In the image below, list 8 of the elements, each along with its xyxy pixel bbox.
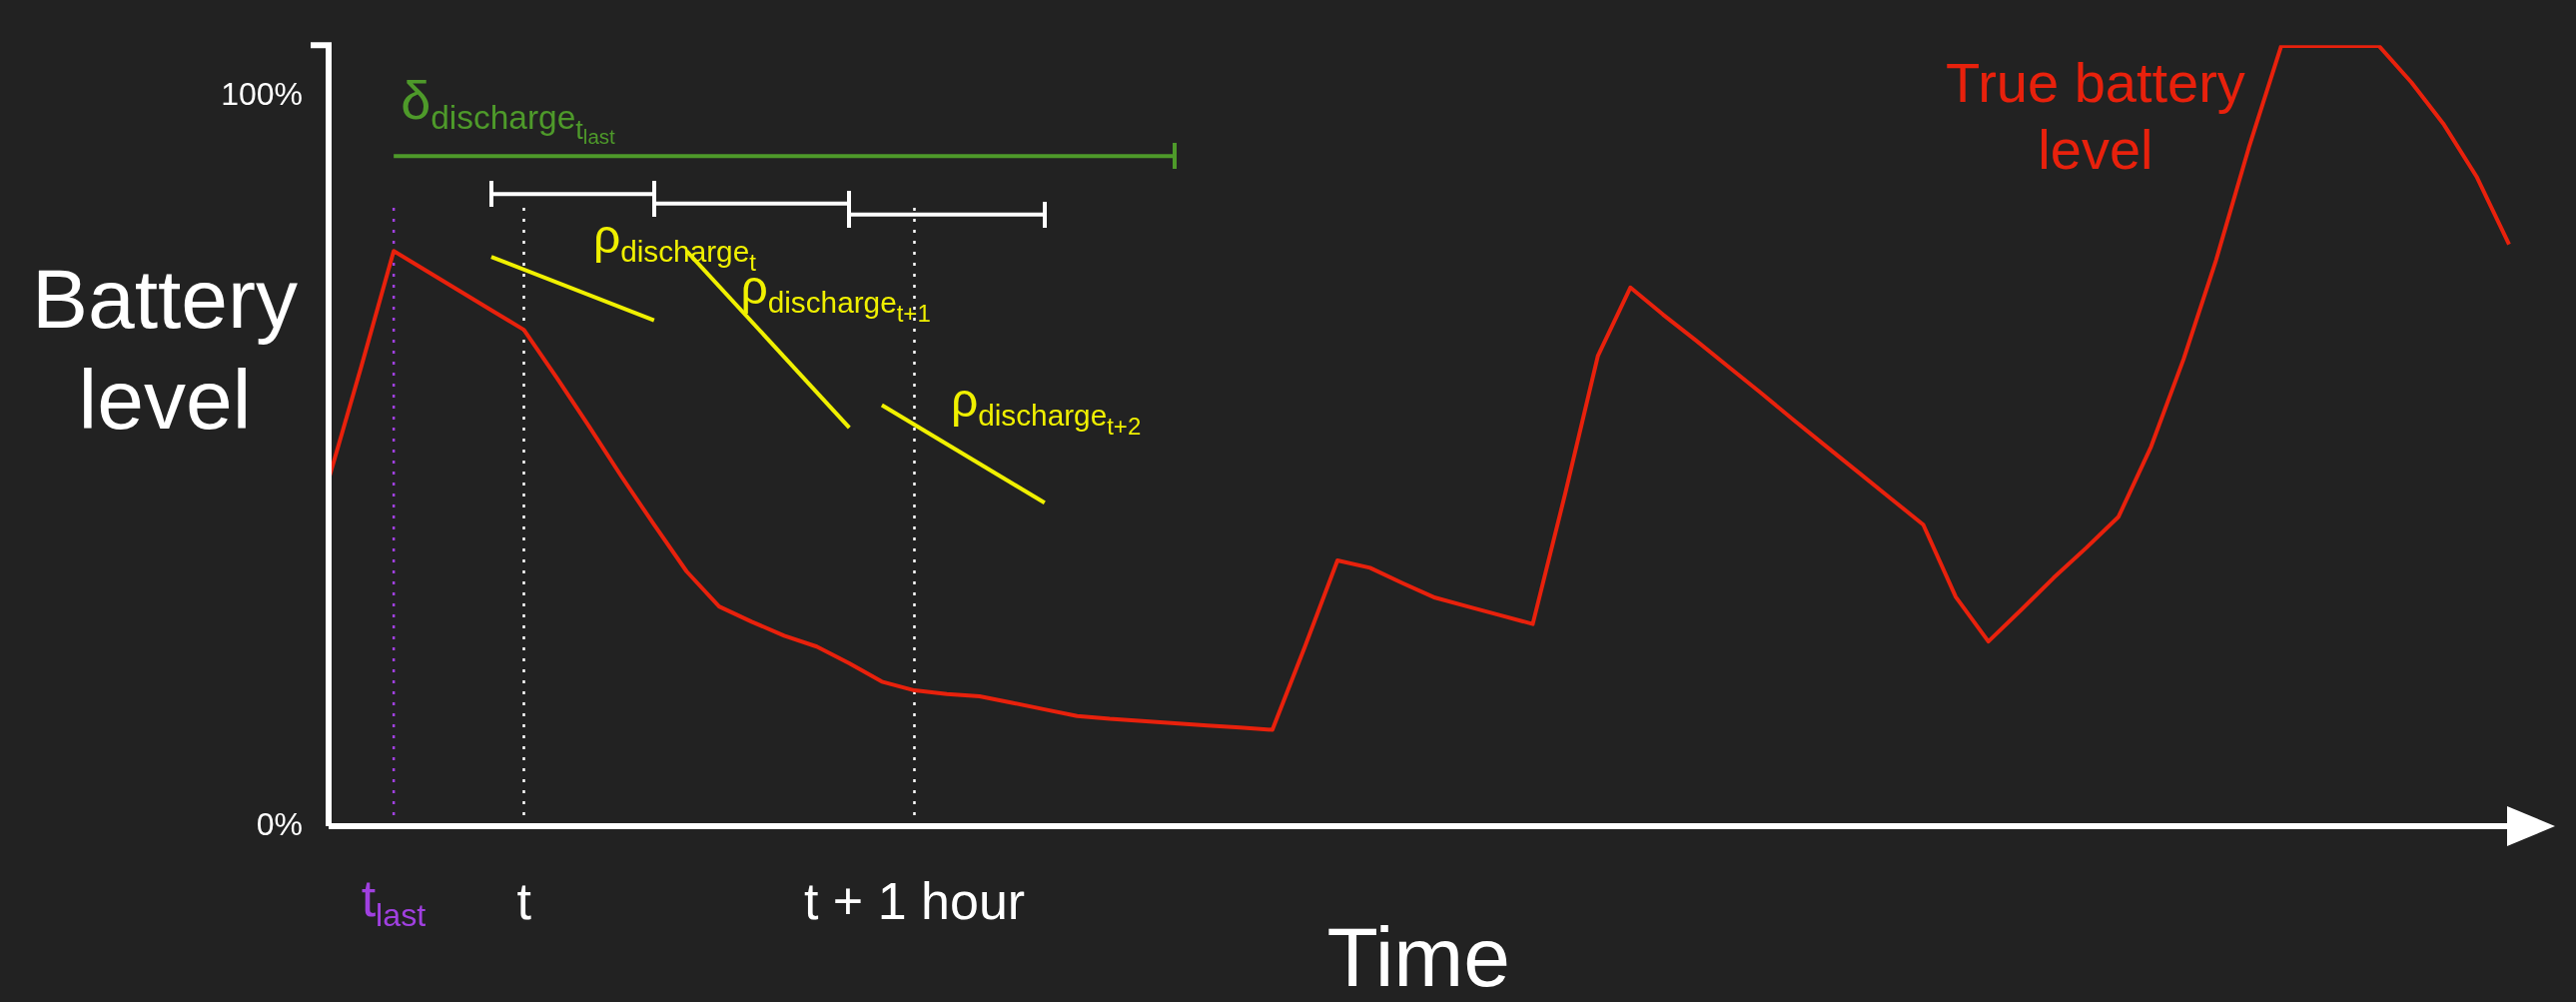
- y-tick-label: 0%: [256, 805, 303, 842]
- x-axis-title: Time: [1326, 910, 1511, 1002]
- y-axis-title: Battery level: [30, 251, 300, 449]
- x-tick-label: t$_{last}$: [361, 868, 427, 933]
- x-tick-label: t + 1 hour: [803, 872, 1026, 930]
- y-tick-label: 100%: [221, 76, 303, 113]
- x-tick-label: t: [516, 872, 531, 930]
- series-label: True battery level: [1945, 49, 2246, 184]
